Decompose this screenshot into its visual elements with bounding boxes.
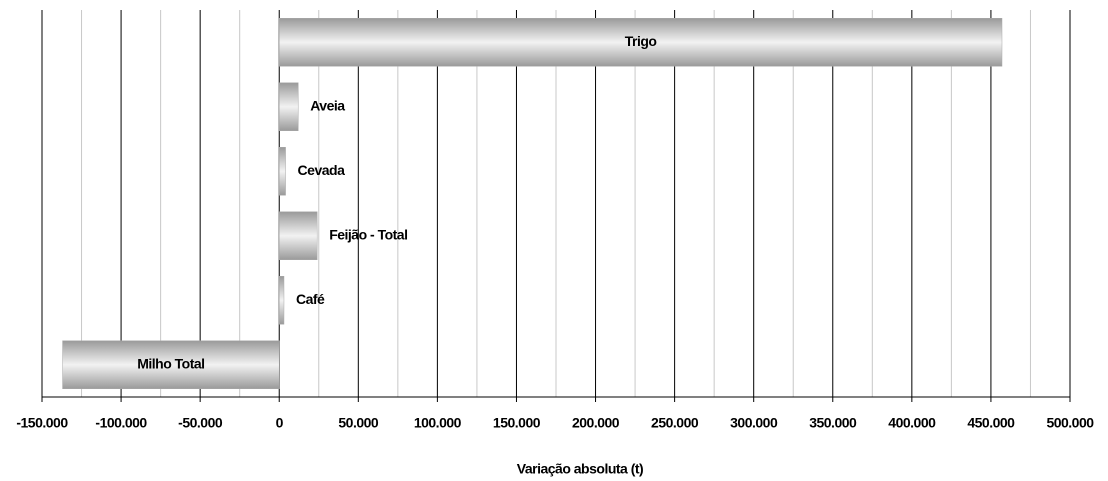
bar-label: Aveia bbox=[310, 97, 345, 113]
x-tick-label: 350.000 bbox=[809, 415, 857, 431]
x-tick-label: 200.000 bbox=[572, 415, 620, 431]
x-tick-label: 300.000 bbox=[730, 415, 778, 431]
x-tick-label: 250.000 bbox=[651, 415, 699, 431]
bar bbox=[278, 211, 318, 260]
bar bbox=[278, 276, 285, 325]
bar-label: Cevada bbox=[298, 162, 346, 178]
x-tick-label: 100.000 bbox=[414, 415, 462, 431]
x-tick-label: 150.000 bbox=[493, 415, 541, 431]
bar-label: Café bbox=[296, 291, 325, 307]
x-tick-label: 0 bbox=[276, 415, 284, 431]
bar-label: Feijão - Total bbox=[329, 226, 407, 242]
bar-label: Trigo bbox=[625, 33, 657, 49]
x-tick-label: 50.000 bbox=[338, 415, 379, 431]
x-tick-label: 500.000 bbox=[1046, 415, 1094, 431]
x-tick-label: -50.000 bbox=[178, 415, 223, 431]
bar bbox=[278, 82, 299, 131]
bar bbox=[278, 147, 286, 196]
x-tick-label: -150.000 bbox=[16, 415, 68, 431]
bar-label: Milho Total bbox=[137, 355, 204, 371]
x-tick-label: 400.000 bbox=[888, 415, 936, 431]
bar bbox=[278, 18, 1003, 67]
x-tick-label: 450.000 bbox=[967, 415, 1015, 431]
bar bbox=[62, 340, 280, 389]
x-axis-title: Variação absoluta (t) bbox=[517, 461, 643, 477]
x-tick-label: -100.000 bbox=[95, 415, 147, 431]
